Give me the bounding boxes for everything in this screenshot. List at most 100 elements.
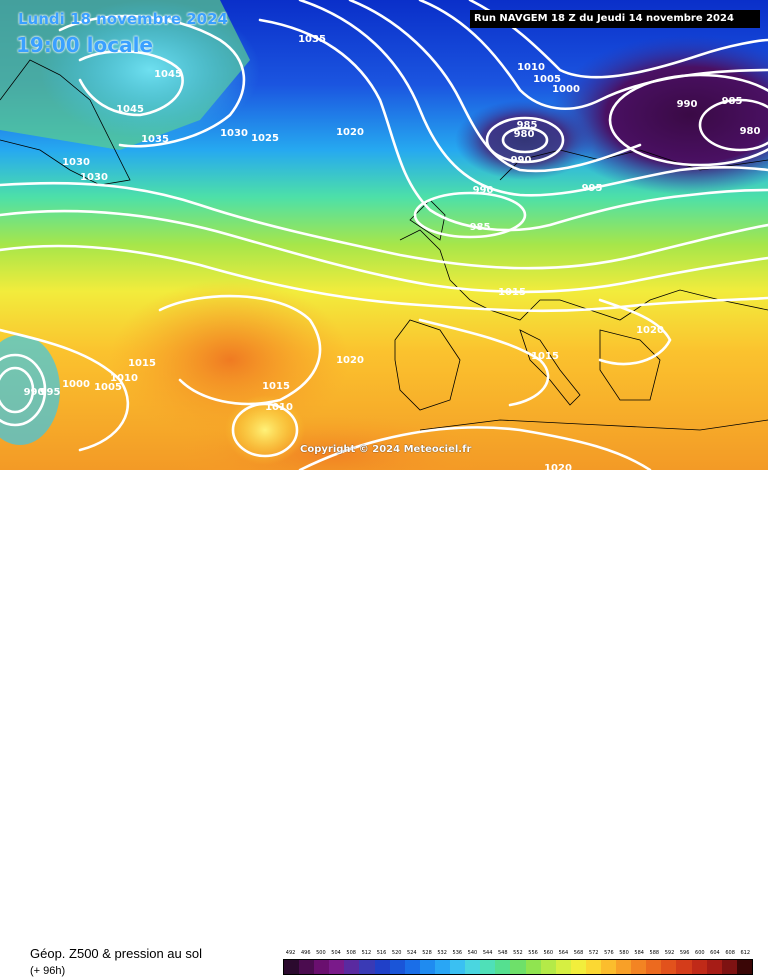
scale-label: 492 [285, 950, 296, 956]
balkans-coast [599, 329, 661, 401]
scale-label: 588 [649, 950, 660, 956]
scale-swatch [525, 960, 541, 974]
isobar-label: 1015 [128, 358, 156, 369]
isobar-label: 1045 [154, 69, 182, 80]
scale-swatch [676, 960, 692, 974]
scale-label: 584 [634, 950, 644, 956]
scale-label: 504 [331, 950, 341, 956]
legend-footer: Géop. Z500 & pression au sol (+ 96h) 492… [0, 470, 768, 977]
scale-label: 528 [422, 950, 432, 956]
yellow-spot [225, 395, 305, 465]
scale-swatch [555, 960, 571, 974]
scale-swatch [284, 960, 300, 974]
italy-coast [519, 329, 581, 406]
scale-label: 572 [588, 950, 599, 956]
isobar-label: 1020 [636, 325, 664, 336]
isobar-label: 1015 [531, 351, 559, 362]
low-pressure-core-central [455, 100, 595, 180]
scale-label: 508 [346, 950, 356, 956]
scale-swatch [646, 960, 662, 974]
africa-coast [419, 419, 768, 431]
isobar-label: 1035 [298, 34, 326, 45]
scale-label: 548 [497, 950, 508, 956]
scale-swatch [721, 960, 737, 974]
isobar-label: 1005 [94, 382, 122, 393]
scale-swatch [706, 960, 722, 974]
isobar-label: 990 [24, 387, 45, 398]
scale-label: 568 [573, 950, 584, 956]
europe-coast [399, 229, 768, 321]
scale-swatch [480, 960, 496, 974]
scale-swatch [299, 960, 315, 974]
isobar-label: 995 [582, 183, 603, 194]
isobar-label: 985 [722, 96, 743, 107]
greenland-coast [0, 59, 131, 186]
scale-swatch [419, 960, 435, 974]
scale-label: 592 [664, 950, 675, 956]
isobar-label: 1030 [80, 172, 108, 183]
scale-swatch [661, 960, 677, 974]
isobar-label: 1005 [533, 74, 561, 85]
isobar-label: 990 [511, 155, 532, 166]
isobar-label: 1040 [146, 15, 174, 26]
scale-swatch [736, 960, 752, 974]
scale-label: 524 [407, 950, 417, 956]
scale-swatch [329, 960, 345, 974]
coastlines [0, 59, 768, 431]
isobar-label: 1020 [336, 127, 364, 138]
isobar-label: 980 [740, 126, 761, 137]
isobar-label: 1010 [265, 402, 293, 413]
scale-label: 596 [679, 950, 690, 956]
legend-subtitle: (+ 96h) [30, 965, 66, 977]
isobar-label: 990 [473, 185, 494, 196]
scale-swatch [691, 960, 707, 974]
scale-swatch [344, 960, 360, 974]
isobar-label: 985 [470, 222, 491, 233]
scale-swatch [404, 960, 420, 974]
isobar-label: 1010 [110, 373, 138, 384]
scale-swatch [434, 960, 451, 974]
legend-title: Géop. Z500 & pression au sol [30, 946, 202, 961]
scale-label: 536 [452, 950, 463, 956]
scale-label: 576 [604, 950, 614, 956]
scale-label: 512 [361, 950, 372, 956]
britain-coast [409, 199, 446, 241]
forecast-local-time: 19:00 locale [16, 33, 153, 57]
cyan-low-west [0, 335, 60, 445]
scale-label: 500 [316, 950, 326, 956]
scale-swatch [374, 960, 390, 974]
scale-swatch [540, 960, 556, 974]
scale-label: 600 [695, 950, 705, 956]
isobar-label: 1010 [517, 62, 545, 73]
isobar-label: 1030 [62, 157, 90, 168]
scale-swatch [510, 960, 526, 974]
scale-swatch [359, 960, 375, 974]
scale-label: 496 [300, 950, 311, 956]
isobar-label: 1030 [220, 128, 248, 139]
isobar-label: 1045 [116, 104, 144, 115]
isobar-label: 1020 [336, 355, 364, 366]
scale-label: 604 [710, 950, 720, 956]
scale-swatch [570, 960, 586, 974]
scale-swatch [631, 960, 647, 974]
scale-swatch [495, 960, 511, 974]
forecast-date: Lundi 18 novembre 2024 [18, 10, 228, 28]
isobar-label: 1000 [552, 84, 580, 95]
warm-area-atlantic [110, 280, 350, 440]
isobar-label: 985 [517, 120, 538, 131]
isobar-label: 1035 [141, 134, 169, 145]
isobar-label: 1025 [251, 133, 279, 144]
cyan-area [40, 0, 260, 140]
color-scale-bar [283, 959, 753, 975]
color-scale-labels: 492 496 500 504 508 512 516 520 524 528 532 536 540 5… [283, 950, 753, 958]
isobar-label: 990 [677, 99, 698, 110]
scale-swatch [465, 960, 481, 974]
scale-swatch [389, 960, 405, 974]
scale-swatch [600, 960, 617, 974]
scale-label: 612 [740, 950, 751, 956]
iberia-coast [394, 319, 461, 411]
isobar-label: 980 [514, 129, 535, 140]
model-run-info: Run NAVGEM 18 Z du Jeudi 14 novembre 202… [470, 10, 760, 28]
